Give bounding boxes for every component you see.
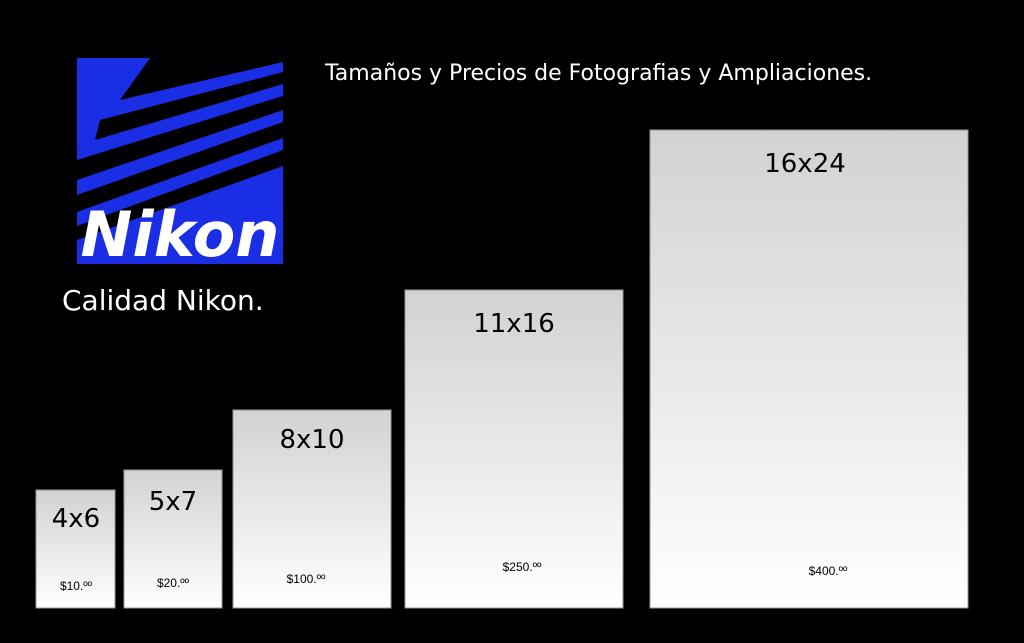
- title: Tamaños y Precios de Fotografias y Ampli…: [324, 61, 872, 86]
- price: $10.ºº: [60, 579, 93, 593]
- size-label: 16x24: [764, 149, 846, 179]
- size-label: 4x6: [52, 504, 100, 534]
- price: $20.ºº: [157, 576, 190, 590]
- logo-brand: Nikon: [81, 198, 280, 271]
- size-card: 4x6 $10.ºº: [35, 489, 116, 609]
- print-box: [35, 489, 116, 609]
- price: $400.ºº: [809, 564, 848, 578]
- size-card: 11x16 $250.ºº: [404, 289, 624, 609]
- print-box: [232, 409, 392, 609]
- size-card: 8x10 $100.ºº: [232, 409, 392, 609]
- size-label: 8x10: [279, 425, 344, 455]
- print-box: [649, 129, 969, 609]
- size-label: 5x7: [149, 487, 197, 517]
- size-card: 16x24 $400.ºº: [649, 129, 969, 609]
- print-box: [404, 289, 624, 609]
- print-box: [123, 469, 223, 609]
- size-list: 4x6 $10.ºº 5x7 $20.ºº 8x10 $100.ºº 11x16…: [35, 129, 969, 609]
- price: $100.ºº: [287, 572, 326, 586]
- logo-stripes: [77, 58, 283, 240]
- nikon-logo: Nikon: [77, 58, 283, 271]
- size-label: 11x16: [473, 309, 555, 339]
- tagline: Calidad Nikon.: [62, 284, 264, 317]
- price: $250.ºº: [503, 560, 542, 574]
- size-card: 5x7 $20.ºº: [123, 469, 223, 609]
